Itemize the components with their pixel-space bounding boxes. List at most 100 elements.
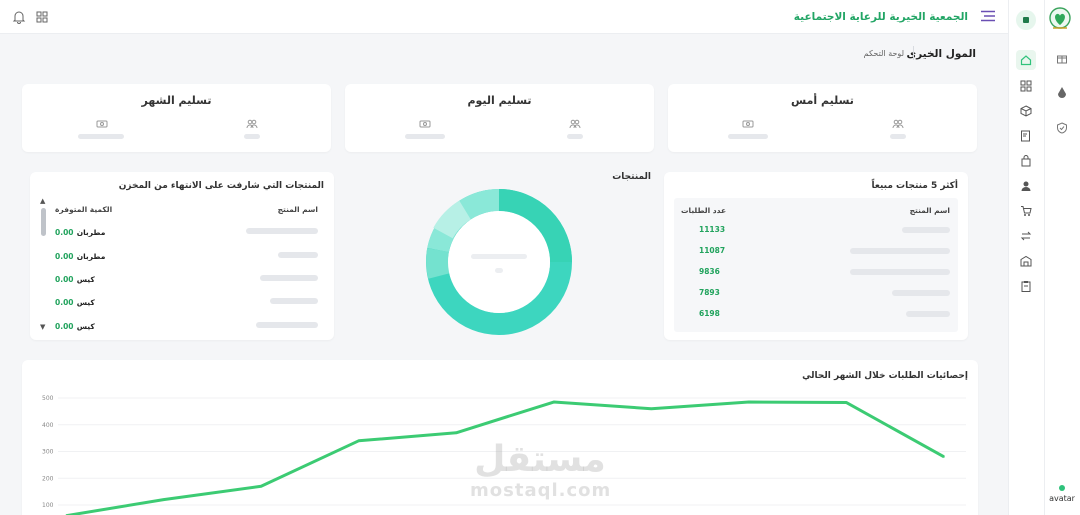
quantity-unit: مطربان: [76, 228, 106, 237]
column-header-orders: عدد الطلبات: [681, 206, 727, 215]
scrollbar-thumb[interactable]: [41, 208, 46, 236]
blurred-product-name: [246, 228, 318, 234]
data-point: [162, 498, 165, 501]
blurred-value: [567, 134, 583, 139]
money-icon: [419, 118, 431, 130]
drop-icon[interactable]: [1052, 82, 1072, 102]
warehouse-icon[interactable]: [1016, 251, 1036, 271]
panel-title: المنتجات التي شارفت على الانتهاء من المخ…: [118, 181, 324, 191]
blurred-value: [405, 134, 445, 139]
panel-title: أكثر 5 منتجات مبيعاً: [871, 181, 958, 191]
order-count: 6198: [699, 309, 720, 318]
quantity-cell: 0.00 مطربان: [55, 251, 105, 262]
quantity-value: 0.00: [55, 275, 74, 284]
order-count: 11133: [699, 225, 726, 234]
series-line: [65, 400, 945, 515]
blurred-value: [890, 134, 906, 139]
y-tick-label: 100: [42, 502, 54, 509]
transfer-icon[interactable]: [1016, 226, 1036, 246]
quantity-unit: كيس: [76, 275, 95, 284]
shield-icon[interactable]: [1052, 118, 1072, 138]
blurred-center-label: [471, 254, 527, 259]
donut-segment: [426, 248, 450, 279]
quantity-unit: مطربان: [76, 252, 106, 261]
stat-card-today: تسليم اليوم: [345, 84, 654, 152]
stat-title: تسليم أمس: [791, 94, 854, 107]
quantity-value: 0.00: [55, 322, 74, 331]
products-donut-chart: [426, 188, 572, 335]
menu-toggle-icon[interactable]: [981, 10, 995, 22]
donut-center: [448, 211, 550, 313]
quantity-cell: 0.00 مطربان: [55, 227, 105, 238]
quantity-cell: 0.00 كيس: [55, 297, 95, 308]
quantity-value: 0.00: [55, 252, 74, 261]
cart-icon[interactable]: [1016, 201, 1036, 221]
y-tick-label: 400: [42, 422, 54, 429]
donut-segment: [498, 189, 572, 263]
brand-title: الجمعية الخيرية للرعاية الاجتماعية: [793, 11, 968, 23]
stat-title: تسليم اليوم: [467, 94, 532, 107]
blurred-product-name: [906, 311, 950, 317]
y-tick-label: 200: [42, 475, 54, 482]
panel-title: المنتجات: [612, 172, 651, 182]
column-header-name: اسم المنتج: [277, 205, 318, 214]
orders-stats-card: [22, 360, 978, 515]
money-icon: [96, 118, 108, 130]
store-icon[interactable]: [1016, 10, 1036, 30]
breadcrumb-item-dashboard[interactable]: لوحة التحكم: [863, 49, 904, 58]
donut-segment: [433, 200, 472, 239]
blurred-product-name: [850, 269, 950, 275]
home-icon[interactable]: [1016, 50, 1036, 70]
quantity-unit: كيس: [76, 298, 95, 307]
edit-document-icon[interactable]: [1016, 126, 1036, 146]
money-icon: [742, 118, 754, 130]
gift-icon[interactable]: [1052, 48, 1072, 68]
blurred-center-value: [495, 268, 503, 273]
data-point: [845, 401, 848, 404]
main-sidebar: [1008, 0, 1044, 515]
user-icon[interactable]: [1016, 176, 1036, 196]
data-point: [650, 407, 653, 410]
stat-title: تسليم الشهر: [141, 94, 212, 107]
grid-icon[interactable]: [1016, 76, 1036, 96]
data-point: [357, 440, 360, 442]
y-tick-label: 500: [42, 395, 54, 402]
apps-grid-icon[interactable]: [35, 10, 49, 24]
scroll-down-arrow[interactable]: ▼: [40, 323, 46, 331]
breadcrumb-divider: [913, 46, 914, 60]
clipboard-icon[interactable]: [1016, 276, 1036, 296]
bell-icon[interactable]: [12, 10, 26, 24]
data-point: [552, 401, 555, 403]
online-status-dot: [1059, 485, 1065, 491]
quantity-unit: كيس: [76, 322, 95, 331]
shopping-bag-icon[interactable]: [1016, 151, 1036, 171]
data-point: [943, 456, 945, 458]
mostaql-watermark: مستقل mostaql.com: [470, 440, 610, 502]
data-point: [748, 401, 750, 403]
blurred-value: [728, 134, 768, 139]
y-tick-label: 300: [42, 449, 54, 456]
blurred-value: [78, 134, 124, 139]
users-icon: [892, 118, 904, 130]
box-icon[interactable]: [1016, 101, 1036, 121]
users-icon: [569, 118, 581, 130]
low-stock-card: المنتجات التي شارفت على الانتهاء من المخ…: [30, 172, 334, 340]
chart-title: إحصائيات الطلبات خلال الشهر الحالي: [802, 371, 968, 381]
blurred-value: [244, 134, 260, 139]
blurred-product-name: [278, 252, 318, 258]
data-point: [455, 431, 458, 434]
order-count: 7893: [699, 288, 720, 297]
quantity-value: 0.00: [55, 298, 74, 307]
page-title: المول الخيرى: [906, 48, 976, 60]
outer-sidebar: avatar: [1044, 0, 1080, 515]
blurred-product-name: [270, 298, 318, 304]
blurred-product-name: [256, 322, 318, 328]
quantity-value: 0.00: [55, 228, 74, 237]
scroll-up-arrow[interactable]: ▲: [40, 197, 46, 205]
column-header-name: اسم المنتج: [909, 206, 950, 215]
top-products-table: اسم المنتج عدد الطلبات 11133 11087 9836 …: [674, 198, 958, 332]
quantity-cell: 0.00 كيس: [55, 321, 95, 332]
quantity-cell: 0.00 كيس: [55, 274, 95, 285]
user-avatar[interactable]: avatar: [1044, 485, 1080, 503]
